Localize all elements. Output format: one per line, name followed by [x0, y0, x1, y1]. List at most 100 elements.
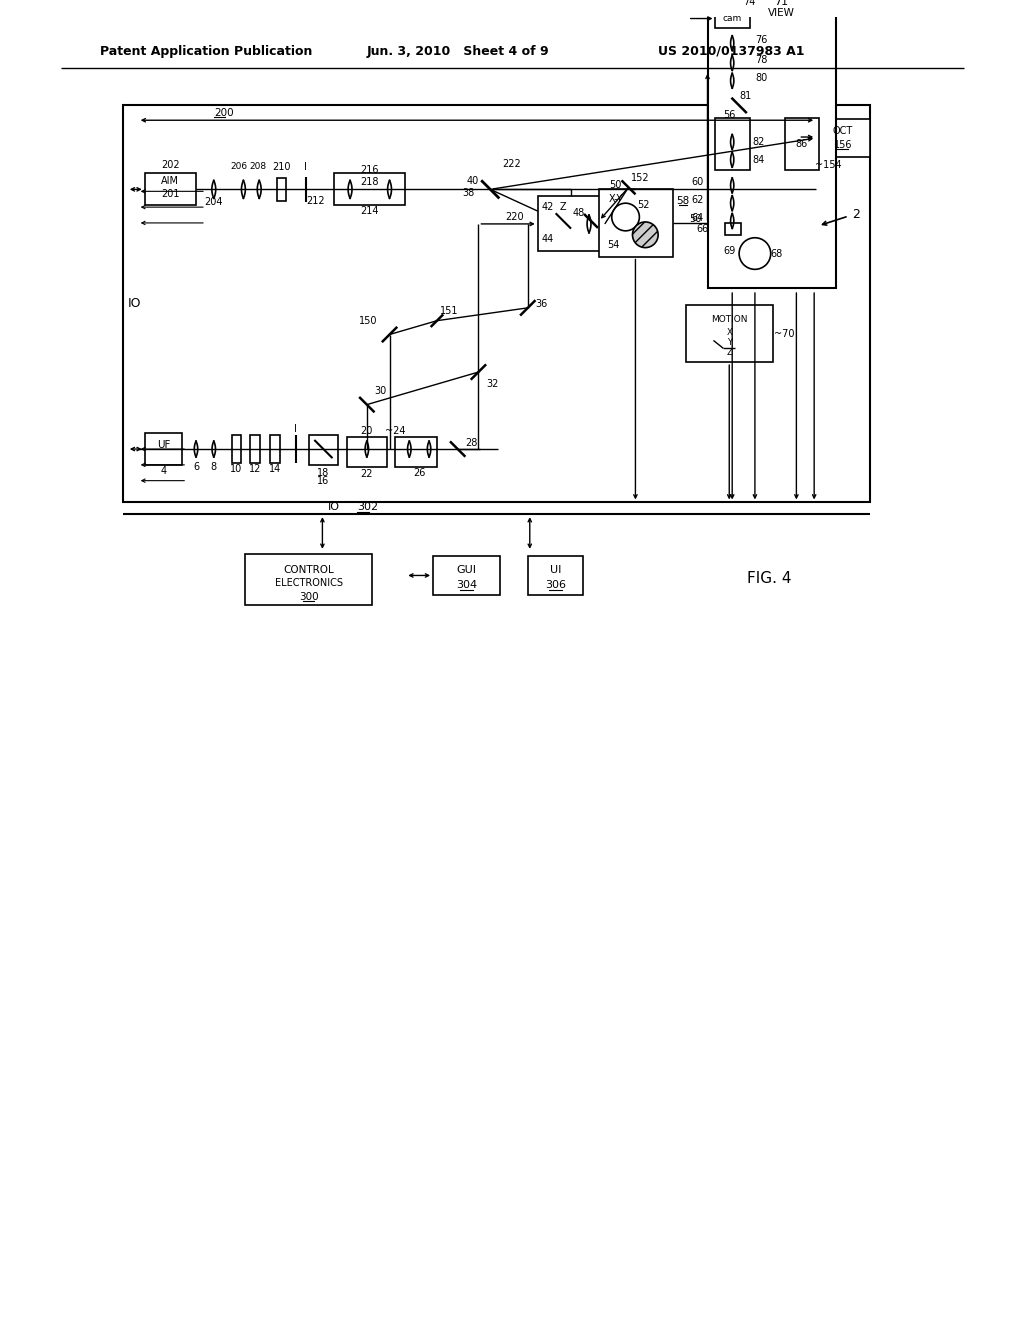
Text: 80: 80: [756, 73, 768, 83]
Text: 151: 151: [439, 306, 458, 315]
Text: 28: 28: [465, 438, 478, 447]
Text: VIEW: VIEW: [768, 8, 795, 17]
Text: CONTROL: CONTROL: [284, 565, 334, 574]
Text: I: I: [304, 161, 307, 172]
Text: cam: cam: [723, 15, 741, 22]
Text: X-Y: X-Y: [609, 194, 624, 205]
Bar: [716, 119, 750, 169]
Text: GUI: GUI: [457, 565, 476, 574]
Text: 81: 81: [739, 91, 752, 100]
Text: I: I: [294, 424, 297, 434]
Text: 42: 42: [542, 202, 554, 213]
Text: 66: 66: [696, 224, 709, 234]
Bar: [276, 177, 286, 201]
Text: 200: 200: [214, 108, 233, 119]
Text: 84: 84: [753, 154, 765, 165]
Text: 8: 8: [211, 462, 217, 471]
Text: 52: 52: [637, 201, 649, 210]
Text: 32: 32: [486, 379, 499, 389]
Text: 82: 82: [753, 137, 765, 147]
Text: 40: 40: [466, 177, 478, 186]
Text: 48: 48: [573, 209, 586, 218]
Text: ~24: ~24: [385, 426, 406, 437]
Text: 78: 78: [756, 55, 768, 65]
Bar: [347, 437, 387, 467]
Circle shape: [633, 222, 658, 248]
Bar: [395, 437, 437, 467]
Text: 220: 220: [506, 213, 524, 222]
Text: 204: 204: [205, 197, 223, 207]
Text: 2: 2: [852, 207, 859, 220]
Bar: [708, 0, 836, 288]
Text: ELECTRONICS: ELECTRONICS: [274, 578, 343, 589]
Text: 54: 54: [607, 240, 620, 249]
Text: 74: 74: [742, 0, 755, 7]
Text: 300: 300: [299, 593, 318, 602]
Bar: [144, 433, 182, 465]
Text: 6: 6: [193, 462, 199, 471]
Text: 16: 16: [317, 475, 330, 486]
Bar: [686, 305, 773, 362]
Text: 150: 150: [358, 315, 377, 326]
Text: Y: Y: [727, 338, 732, 347]
Text: X: X: [726, 329, 732, 337]
Text: 56: 56: [723, 111, 735, 120]
Text: UI: UI: [550, 565, 561, 574]
Text: US 2010/0137983 A1: US 2010/0137983 A1: [658, 45, 805, 58]
Text: Z: Z: [560, 202, 566, 213]
Text: 20: 20: [360, 426, 373, 437]
Text: 12: 12: [249, 463, 261, 474]
Text: OCT: OCT: [833, 127, 853, 136]
Text: 18: 18: [317, 467, 330, 478]
Text: 50: 50: [609, 181, 622, 190]
Text: 68: 68: [770, 248, 782, 259]
Text: ~154: ~154: [815, 160, 842, 170]
Text: UF: UF: [157, 440, 170, 450]
Text: 58: 58: [676, 197, 689, 206]
Text: AIM: AIM: [162, 177, 179, 186]
Text: 26: 26: [413, 467, 425, 478]
Text: 212: 212: [306, 197, 325, 206]
Text: 60: 60: [691, 177, 703, 187]
Text: 306: 306: [545, 581, 566, 590]
Text: 218: 218: [360, 177, 379, 187]
Text: 36: 36: [536, 298, 548, 309]
Bar: [270, 436, 280, 463]
Bar: [527, 556, 583, 595]
Text: 206: 206: [230, 162, 247, 172]
Bar: [308, 436, 338, 465]
Text: 86: 86: [796, 139, 808, 149]
Text: ~70: ~70: [774, 329, 795, 338]
Text: 71: 71: [774, 0, 788, 7]
Text: 302: 302: [357, 503, 378, 512]
Text: 216: 216: [360, 165, 379, 174]
Text: IO: IO: [328, 503, 340, 512]
Text: 14: 14: [269, 463, 282, 474]
Text: 210: 210: [272, 161, 291, 172]
Bar: [725, 223, 741, 235]
Text: 214: 214: [360, 206, 379, 216]
Text: MOTION: MOTION: [711, 315, 748, 325]
Text: 201: 201: [161, 189, 179, 199]
Text: 69: 69: [723, 246, 735, 256]
Bar: [123, 106, 870, 503]
Bar: [816, 119, 870, 157]
Text: 202: 202: [161, 160, 179, 170]
Bar: [716, 9, 750, 29]
Bar: [334, 173, 406, 205]
Text: 30: 30: [375, 385, 387, 396]
Text: 222: 222: [503, 158, 521, 169]
Text: IO: IO: [128, 297, 141, 310]
Text: 76: 76: [756, 36, 768, 45]
Text: FIG. 4: FIG. 4: [748, 572, 792, 586]
Text: 22: 22: [360, 469, 373, 479]
Bar: [144, 173, 196, 205]
Text: Jun. 3, 2010   Sheet 4 of 9: Jun. 3, 2010 Sheet 4 of 9: [367, 45, 550, 58]
Bar: [538, 197, 605, 251]
Text: Patent Application Publication: Patent Application Publication: [100, 45, 312, 58]
Bar: [250, 436, 260, 463]
Bar: [599, 189, 673, 256]
Text: Z: Z: [726, 347, 732, 356]
Text: 10: 10: [230, 463, 243, 474]
Text: 62: 62: [691, 195, 703, 205]
